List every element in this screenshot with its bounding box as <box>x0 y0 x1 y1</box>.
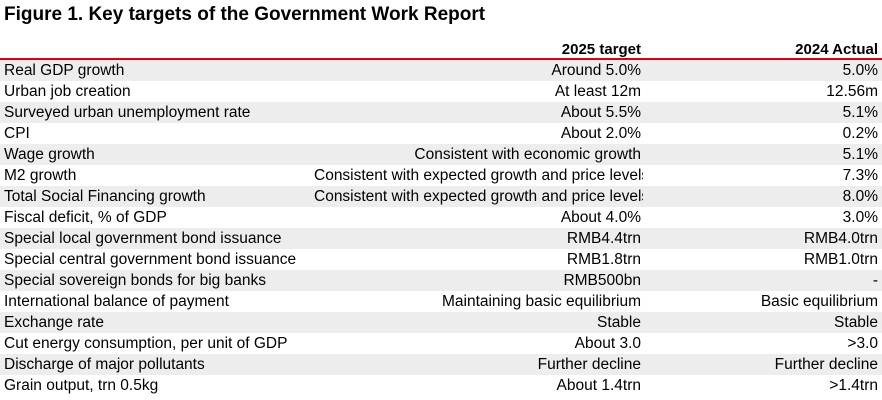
row-indicator: M2 growth <box>0 165 310 186</box>
row-2024-actual: Further decline <box>643 354 882 375</box>
table-row: Special central government bond issuance… <box>0 249 882 270</box>
row-2024-actual: >1.4trn <box>643 375 882 396</box>
table-row: Surveyed urban unemployment rate About 5.… <box>0 102 882 123</box>
row-2025-target: Consistent with expected growth and pric… <box>310 165 643 186</box>
table-row: Special sovereign bonds for big banks RMB… <box>0 270 882 291</box>
row-2025-target: About 5.5% <box>310 102 643 123</box>
row-2025-target: Consistent with economic growth <box>310 144 643 165</box>
row-indicator: International balance of payment <box>0 291 310 312</box>
row-2024-actual: RMB1.0trn <box>643 249 882 270</box>
row-2025-target: Consistent with expected growth and pric… <box>310 186 643 207</box>
targets-table: 2025 target 2024 Actual Real GDP growth A… <box>0 38 882 396</box>
row-2024-actual: 5.1% <box>643 144 882 165</box>
row-indicator: Discharge of major pollutants <box>0 354 310 375</box>
figure-title: Figure 1. Key targets of the Government … <box>4 4 486 25</box>
table-row: Cut energy consumption, per unit of GDP A… <box>0 333 882 354</box>
header-2025-target: 2025 target <box>310 38 643 60</box>
table-row: International balance of payment Maintain… <box>0 291 882 312</box>
table-row: Total Social Financing growth Consistent … <box>0 186 882 207</box>
row-2025-target: Around 5.0% <box>310 59 643 81</box>
row-2024-actual: 7.3% <box>643 165 882 186</box>
row-2025-target: RMB4.4trn <box>310 228 643 249</box>
row-2025-target: Maintaining basic equilibrium <box>310 291 643 312</box>
row-2024-actual: Basic equilibrium <box>643 291 882 312</box>
row-indicator: Cut energy consumption, per unit of GDP <box>0 333 310 354</box>
row-2024-actual: 12.56m <box>643 81 882 102</box>
header-indicator <box>0 38 310 60</box>
row-indicator: Urban job creation <box>0 81 310 102</box>
row-2025-target: RMB1.8trn <box>310 249 643 270</box>
table-row: CPI About 2.0% 0.2% <box>0 123 882 144</box>
row-2024-actual: 8.0% <box>643 186 882 207</box>
row-indicator: Total Social Financing growth <box>0 186 310 207</box>
row-2025-target: About 1.4trn <box>310 375 643 396</box>
row-2025-target: Further decline <box>310 354 643 375</box>
row-2024-actual: - <box>643 270 882 291</box>
row-indicator: Wage growth <box>0 144 310 165</box>
row-indicator: Surveyed urban unemployment rate <box>0 102 310 123</box>
row-indicator: Real GDP growth <box>0 59 310 81</box>
row-indicator: CPI <box>0 123 310 144</box>
row-2025-target: About 4.0% <box>310 207 643 228</box>
row-2024-actual: 0.2% <box>643 123 882 144</box>
header-2024-actual: 2024 Actual <box>643 38 882 60</box>
table-row: Urban job creation At least 12m 12.56m <box>0 81 882 102</box>
table-row: Wage growth Consistent with economic grow… <box>0 144 882 165</box>
row-2024-actual: 5.1% <box>643 102 882 123</box>
table-row: Special local government bond issuance RM… <box>0 228 882 249</box>
targets-table-container: 2025 target 2024 Actual Real GDP growth A… <box>0 38 882 396</box>
row-2024-actual: 5.0% <box>643 59 882 81</box>
table-row: Fiscal deficit, % of GDP About 4.0% 3.0% <box>0 207 882 228</box>
header-row: 2025 target 2024 Actual <box>0 38 882 60</box>
table-row: Discharge of major pollutants Further dec… <box>0 354 882 375</box>
row-2024-actual: Stable <box>643 312 882 333</box>
table-row: M2 growth Consistent with expected growth… <box>0 165 882 186</box>
row-indicator: Special central government bond issuance <box>0 249 310 270</box>
row-2025-target: Stable <box>310 312 643 333</box>
row-indicator: Fiscal deficit, % of GDP <box>0 207 310 228</box>
row-2025-target: RMB500bn <box>310 270 643 291</box>
row-2024-actual: RMB4.0trn <box>643 228 882 249</box>
row-2025-target: At least 12m <box>310 81 643 102</box>
row-indicator: Special local government bond issuance <box>0 228 310 249</box>
row-indicator: Special sovereign bonds for big banks <box>0 270 310 291</box>
row-indicator: Exchange rate <box>0 312 310 333</box>
row-2024-actual: 3.0% <box>643 207 882 228</box>
row-2025-target: About 2.0% <box>310 123 643 144</box>
table-row: Grain output, trn 0.5kg About 1.4trn >1.4t… <box>0 375 882 396</box>
row-indicator: Grain output, trn 0.5kg <box>0 375 310 396</box>
row-2024-actual: >3.0 <box>643 333 882 354</box>
table-row: Real GDP growth Around 5.0% 5.0% <box>0 59 882 81</box>
table-row: Exchange rate Stable Stable <box>0 312 882 333</box>
row-2025-target: About 3.0 <box>310 333 643 354</box>
